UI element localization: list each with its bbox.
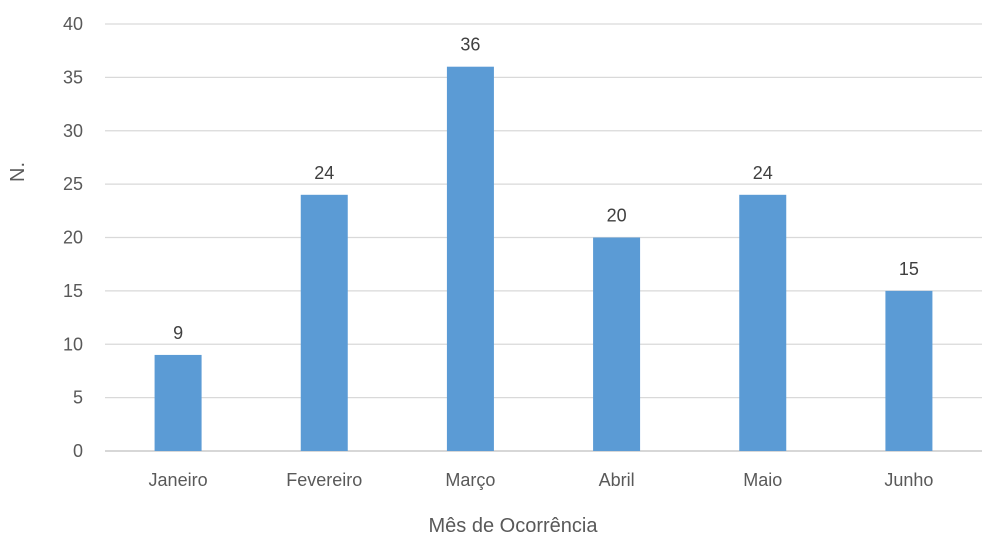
y-tick-label: 25 [63,174,83,194]
x-tick-label: Junho [884,470,933,490]
y-tick-label: 30 [63,121,83,141]
x-tick-label: Janeiro [149,470,208,490]
x-tick-label: Fevereiro [286,470,362,490]
data-label: 9 [173,323,183,343]
y-tick-label: 40 [63,14,83,34]
x-tick-label: Março [445,470,495,490]
x-axis-title: Mês de Ocorrência [429,515,599,537]
data-label: 24 [753,163,773,183]
y-tick-label: 5 [73,388,83,408]
bar [446,66,494,451]
y-axis-ticks: 0 5 10 15 20 25 30 35 40 [63,14,83,461]
y-tick-label: 10 [63,334,83,354]
bar [300,194,348,452]
bars [154,66,933,452]
x-tick-label: Abril [599,470,635,490]
y-tick-label: 20 [63,228,83,248]
x-tick-label: Maio [743,470,782,490]
data-label: 20 [607,206,627,226]
y-axis-title: N. [7,162,29,182]
y-tick-label: 0 [73,441,83,461]
bar [593,237,641,451]
x-axis-ticks: Janeiro Fevereiro Março Abril Maio Junho [149,470,934,490]
data-label: 15 [899,259,919,279]
bar [154,354,202,451]
bar [739,194,787,452]
gridlines [105,23,982,452]
y-tick-label: 35 [63,67,83,87]
data-labels: 9 24 36 20 24 15 [173,35,919,343]
data-label: 24 [314,163,334,183]
data-label: 36 [460,35,480,55]
y-tick-label: 15 [63,281,83,301]
bar [885,290,933,451]
